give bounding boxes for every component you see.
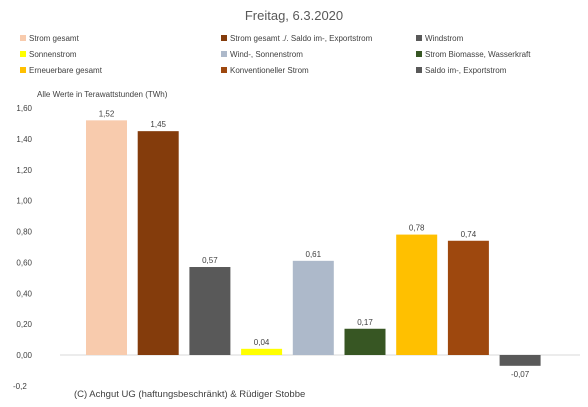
legend-item: Windstrom <box>416 34 464 43</box>
bar <box>189 267 231 355</box>
data-label: 0,17 <box>357 318 373 327</box>
data-label: 1,52 <box>99 109 115 118</box>
unit-note: Alle Werte in Terawattstunden (TWh) <box>37 90 168 99</box>
legend-label: Windstrom <box>425 34 464 43</box>
bar <box>447 240 489 355</box>
bar <box>396 234 438 355</box>
legend-label: Strom Biomasse, Wasserkraft <box>425 50 531 59</box>
y-tick-label: 0,80 <box>16 228 32 237</box>
bar <box>241 348 283 355</box>
legend-swatch <box>221 51 227 57</box>
legend-item: Strom gesamt <box>20 34 80 43</box>
data-label: 0,04 <box>254 338 270 347</box>
legend-label: Wind-, Sonnenstrom <box>230 50 303 59</box>
chart-title: Freitag, 6.3.2020 <box>245 8 343 23</box>
y-tick-label: 1,40 <box>16 135 32 144</box>
y-axis: -0,2 0,00 0,20 0,40 0,60 0,80 1,00 1,20 1,40 1,60 <box>13 104 33 391</box>
bar <box>137 131 179 355</box>
y-tick-label: 1,00 <box>16 197 32 206</box>
legend-swatch <box>416 51 422 57</box>
bars <box>86 120 541 366</box>
legend-swatch <box>416 35 422 41</box>
legend-item: Sonnenstrom <box>20 50 77 59</box>
legend-swatch <box>20 67 26 73</box>
legend-label: Strom gesamt <box>29 34 80 43</box>
legend-label: Erneuerbare gesamt <box>29 66 103 75</box>
legend-item: Wind-, Sonnenstrom <box>221 50 303 59</box>
data-label: 0,57 <box>202 256 218 265</box>
legend-item: Strom Biomasse, Wasserkraft <box>416 50 531 59</box>
legend-swatch <box>416 67 422 73</box>
y-tick-label: 0,40 <box>16 289 32 298</box>
y-tick-label: 0,60 <box>16 258 32 267</box>
data-label: 0,61 <box>306 250 322 259</box>
data-label: 0,78 <box>409 224 425 233</box>
copyright-credit: (C) Achgut UG (haftungsbeschränkt) & Rüd… <box>74 389 305 400</box>
legend-label: Strom gesamt ./. Saldo im-, Exportstrom <box>230 34 373 43</box>
bar <box>292 260 334 355</box>
bar <box>499 355 541 366</box>
legend-swatch <box>221 35 227 41</box>
data-label: 0,74 <box>461 230 477 239</box>
legend-item: Strom gesamt ./. Saldo im-, Exportstrom <box>221 34 373 43</box>
y-tick-label: -0,2 <box>13 382 27 391</box>
bar <box>344 328 386 355</box>
bar <box>86 120 127 355</box>
y-tick-label: 0,00 <box>16 351 32 360</box>
legend: Strom gesamt Strom gesamt ./. Saldo im-, … <box>20 34 531 75</box>
data-label: 1,45 <box>150 120 166 129</box>
legend-label: Konventioneller Strom <box>230 66 309 75</box>
legend-item: Konventioneller Strom <box>221 66 309 75</box>
data-label: -0,07 <box>511 370 530 379</box>
y-tick-label: 0,20 <box>16 320 32 329</box>
y-tick-label: 1,20 <box>16 166 32 175</box>
legend-item: Saldo im-, Exportstrom <box>416 66 507 75</box>
legend-label: Saldo im-, Exportstrom <box>425 66 507 75</box>
legend-swatch <box>20 35 26 41</box>
y-tick-label: 1,60 <box>16 104 32 113</box>
legend-label: Sonnenstrom <box>29 50 77 59</box>
legend-item: Erneuerbare gesamt <box>20 66 103 75</box>
legend-swatch <box>20 51 26 57</box>
data-labels: 1,52 1,45 0,57 0,04 0,61 0,17 0,78 0,74 -0,07 <box>99 109 530 378</box>
legend-swatch <box>221 67 227 73</box>
